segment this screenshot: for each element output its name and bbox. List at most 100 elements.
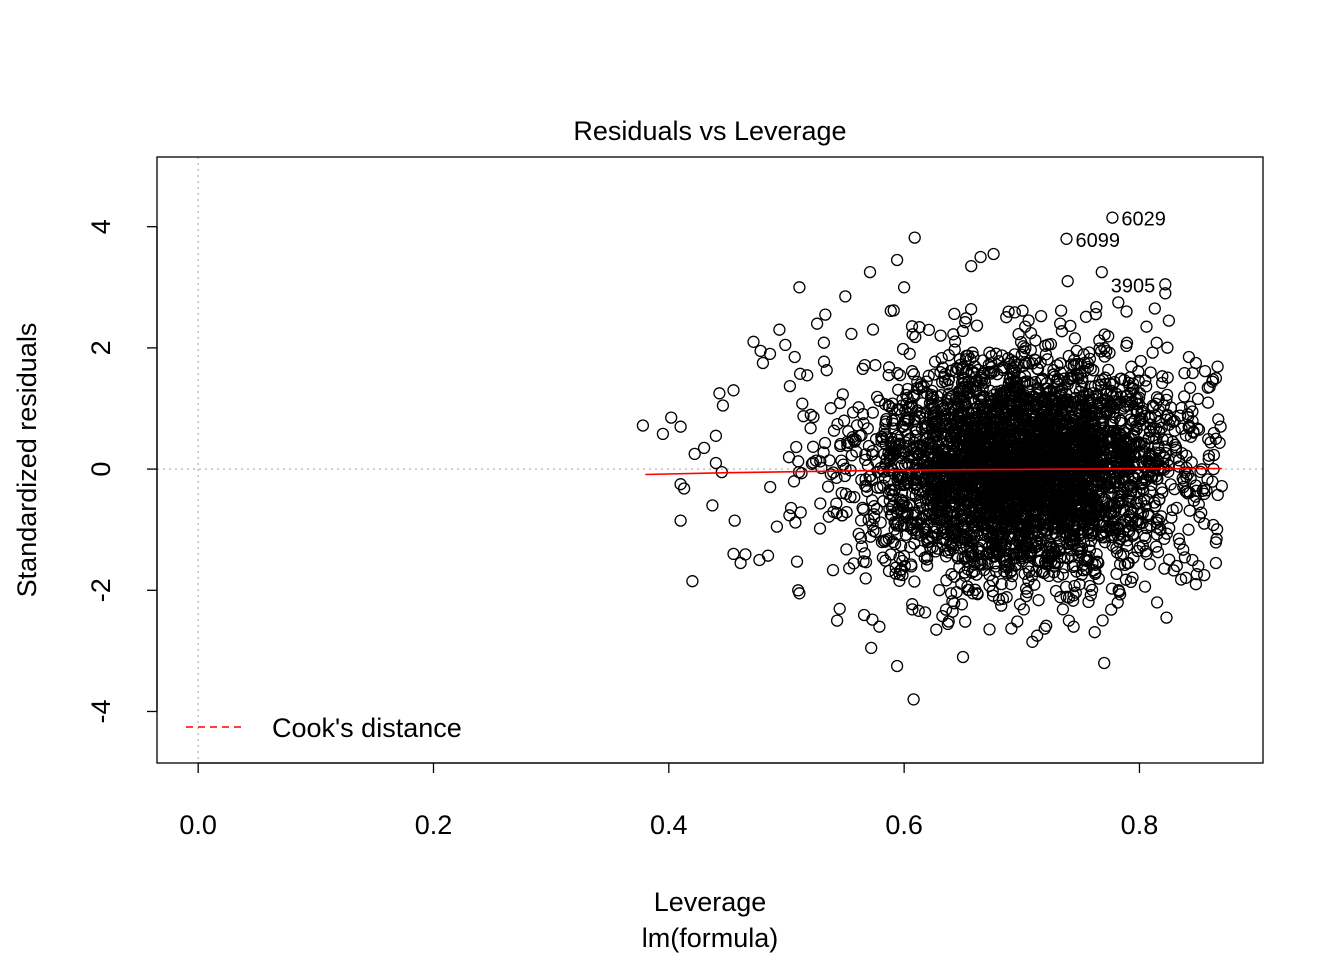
scatter-point — [716, 399, 730, 412]
scatter-point — [827, 466, 840, 479]
scatter-point — [1098, 656, 1111, 670]
scatter-point — [954, 358, 967, 372]
scatter-point — [946, 476, 960, 490]
scatter-point — [809, 454, 823, 467]
y-tick-label: 2 — [86, 340, 116, 355]
scatter-point — [905, 515, 918, 529]
scatter-point — [1056, 382, 1069, 396]
scatter-point — [897, 281, 911, 294]
scatter-point — [1106, 522, 1120, 535]
scatter-point — [967, 380, 980, 393]
scatter-point — [1023, 489, 1036, 503]
scatter-point — [1056, 445, 1069, 458]
scatter-point — [1018, 470, 1032, 483]
scatter-point — [960, 349, 973, 363]
scatter-point — [966, 587, 979, 600]
scatter-point — [922, 369, 935, 382]
scatter-point — [929, 426, 942, 439]
scatter-point — [1034, 517, 1048, 530]
scatter-point — [859, 453, 872, 467]
scatter-point — [948, 335, 962, 348]
scatter-point — [907, 693, 920, 706]
scatter-point — [931, 542, 944, 555]
scatter-point — [656, 427, 670, 441]
scatter-point — [1067, 620, 1080, 633]
scatter-point — [827, 424, 841, 437]
scatter-point — [945, 568, 958, 581]
scatter-point — [1132, 374, 1145, 387]
scatter-point — [1105, 582, 1119, 595]
scatter-point — [1182, 350, 1196, 364]
scatter-point — [1084, 362, 1097, 375]
scatter-point — [1120, 448, 1133, 461]
scatter-point — [1083, 346, 1096, 359]
scatter-point — [810, 317, 824, 330]
scatter-point — [1045, 431, 1058, 445]
scatter-point — [856, 362, 869, 376]
scatter-point — [965, 451, 978, 464]
scatter-point — [1065, 550, 1079, 563]
scatter-point — [1050, 497, 1063, 510]
scatter-point — [1054, 366, 1067, 379]
scatter-point — [999, 542, 1012, 555]
scatter-point — [1009, 360, 1022, 374]
scatter-point — [1059, 393, 1073, 407]
scatter-point — [1051, 405, 1064, 419]
scatter-point — [793, 587, 806, 600]
scatter-point — [1113, 466, 1126, 480]
scatter-point — [905, 365, 919, 378]
x-tick-label: 0.6 — [885, 810, 923, 840]
scatter-point — [912, 447, 926, 460]
scatter-point — [1054, 591, 1067, 604]
scatter-point — [1041, 382, 1054, 395]
scatter-point — [1015, 451, 1029, 464]
scatter-point — [882, 564, 896, 578]
scatter-point — [840, 505, 853, 519]
scatter-point — [969, 583, 982, 596]
scatter-point — [866, 323, 880, 336]
scatter-point — [1019, 439, 1032, 452]
scatter-point — [1184, 430, 1198, 443]
scatter-point — [763, 347, 777, 361]
scatter-point — [1119, 389, 1132, 403]
scatter-point — [856, 408, 870, 421]
scatter-point — [1050, 411, 1064, 425]
x-tick-label: 0.0 — [179, 810, 217, 840]
scatter-point — [1138, 440, 1151, 453]
scatter-point — [854, 531, 868, 545]
scatter-point — [1009, 487, 1022, 500]
scatter-point — [906, 598, 919, 611]
scatter-point — [876, 551, 890, 564]
scatter-point — [955, 484, 968, 497]
scatter-point — [989, 403, 1003, 416]
scatter-point — [997, 513, 1010, 526]
scatter-point — [1040, 376, 1053, 390]
scatter-point — [1059, 437, 1073, 450]
scatter-point — [1117, 530, 1130, 543]
scatter-point — [1002, 561, 1015, 574]
scatter-point — [934, 464, 948, 478]
scatter-point — [937, 443, 950, 456]
scatter-point — [950, 514, 963, 527]
scatter-point — [874, 516, 887, 529]
scatter-point — [855, 473, 868, 487]
scatter-point — [968, 360, 982, 373]
scatter-point — [1105, 486, 1118, 499]
scatter-point — [1117, 473, 1130, 486]
scatter-point — [1103, 442, 1116, 455]
scatter-point — [855, 540, 869, 553]
scatter-point — [949, 433, 963, 447]
scatter-point — [728, 514, 741, 527]
scatter-point — [1053, 385, 1066, 399]
scatter-point — [1099, 377, 1112, 391]
scatter-point — [845, 327, 858, 341]
y-tick-label: 4 — [86, 219, 116, 234]
scatter-point — [1004, 422, 1018, 435]
scatter-point — [861, 485, 874, 498]
scatter-point — [962, 583, 976, 597]
scatter-point — [1098, 536, 1112, 549]
scatter-point — [1178, 466, 1191, 479]
scatter-point — [1073, 421, 1087, 434]
scatter-point — [1159, 278, 1172, 291]
scatter-point — [1079, 469, 1092, 483]
